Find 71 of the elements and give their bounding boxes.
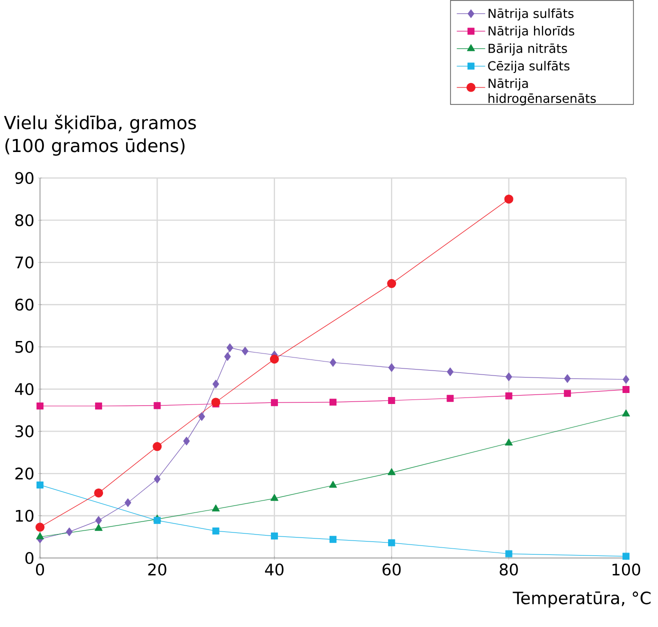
point [36, 522, 45, 532]
point [504, 194, 514, 204]
point [330, 536, 337, 543]
x-tick-label: 0 [36, 564, 44, 576]
point [198, 412, 206, 421]
point [387, 279, 396, 288]
point [505, 550, 512, 558]
point [388, 397, 396, 404]
point [330, 358, 336, 367]
x-tick-label: 20 [148, 564, 166, 576]
point [154, 402, 161, 410]
point [94, 488, 104, 498]
legend-label: Cēzija sulfāts [488, 60, 570, 73]
y-tick-label: 40 [14, 383, 34, 396]
point [95, 402, 102, 410]
point [329, 480, 337, 488]
point [622, 552, 630, 560]
point [212, 504, 220, 512]
point [270, 532, 278, 540]
legend-label: Nātrija sulfāts [488, 8, 574, 20]
point [622, 375, 630, 384]
point [152, 442, 162, 452]
y-tick-label: 30 [15, 425, 34, 438]
point [183, 436, 190, 446]
y-tick-label: 90 [15, 172, 34, 184]
x-axis-title: Temperatūra, °C [512, 592, 651, 608]
point [36, 481, 44, 488]
x-tick-label: 80 [500, 564, 518, 576]
point [446, 394, 454, 402]
point [622, 410, 630, 416]
point [564, 374, 571, 383]
y-axis-title: Vielu šķidība, gramos (100 gramos ūdens) [4, 114, 196, 156]
point [270, 494, 278, 501]
point [36, 402, 44, 410]
point [226, 343, 234, 352]
point [212, 380, 220, 388]
legend-label: Nātrija hidrogēnarsenāts [488, 78, 596, 106]
point [446, 367, 454, 376]
point [270, 399, 278, 406]
x-tick-label: 60 [382, 564, 401, 576]
y-tick-label: 50 [15, 340, 34, 353]
y-tick-label: 80 [15, 214, 34, 226]
point [124, 498, 132, 507]
legend-label: Bārija nitrāts [488, 43, 567, 56]
point [506, 372, 512, 382]
point [94, 524, 103, 531]
point [388, 363, 395, 372]
x-tick-label: 100 [612, 564, 640, 576]
point [504, 438, 513, 446]
point [270, 354, 279, 364]
point [224, 352, 231, 361]
point [36, 532, 44, 540]
point [505, 392, 512, 400]
point [622, 386, 630, 394]
point [330, 398, 337, 406]
x-tick-label: 40 [265, 564, 284, 576]
point [564, 390, 571, 397]
point [242, 346, 248, 356]
point [95, 516, 102, 525]
point [388, 539, 396, 546]
point [154, 474, 161, 484]
legend-label: Nātrija hlorīds [488, 26, 574, 38]
point [211, 398, 220, 407]
y-tick-label: 10 [16, 510, 34, 522]
point [388, 468, 396, 476]
y-tick-label: 60 [15, 298, 34, 311]
point [66, 528, 73, 536]
point [212, 527, 220, 534]
y-tick-label: 0 [25, 552, 34, 564]
y-tick-label: 70 [16, 256, 34, 268]
y-tick-label: 20 [15, 468, 34, 480]
